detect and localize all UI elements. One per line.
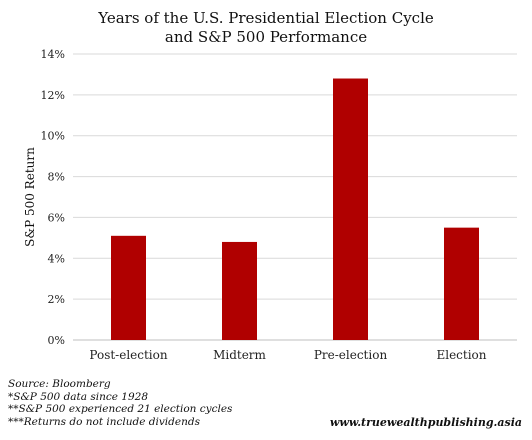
bar-midterm [222,241,257,340]
chart-title-line-1: Years of the U.S. Presidential Election … [98,9,434,27]
x-category-label: Pre-election [314,348,388,362]
footnote-source: Source: Bloomberg [8,378,111,390]
y-tick-label: 14% [41,48,65,61]
y-tick-label: 6% [48,211,65,224]
y-tick-label: 2% [48,293,65,306]
bar-pre-election [333,78,368,340]
gridlines [73,53,517,341]
y-tick-label: 10% [41,130,65,143]
footnote-election-cycles: **S&P 500 experienced 21 election cycles [8,403,233,415]
y-tick-label: 0% [48,334,65,347]
x-axis-categories: Post-election Midterm Pre-election Election [89,348,486,362]
footnote-data-since: *S&P 500 data since 1928 [8,390,149,403]
bars [111,78,479,340]
chart-title-line-2: and S&P 500 Performance [164,28,368,46]
y-axis-ticks: 0% 2% 4% 6% 8% 10% 12% 14% [41,48,65,347]
bar-election [444,227,479,340]
y-tick-label: 12% [41,89,65,102]
x-category-label: Election [436,348,486,362]
x-category-label: Midterm [213,348,266,362]
footnotes: Source: Bloomberg *S&P 500 data since 19… [8,378,232,428]
y-tick-label: 4% [48,252,65,265]
y-tick-label: 8% [48,171,65,184]
footnote-dividends: ***Returns do not include dividends [8,415,200,428]
x-category-label: Post-election [89,348,167,362]
website-credit: www.truewealthpublishing.asia [329,416,522,429]
chart-title: Years of the U.S. Presidential Election … [0,9,532,47]
y-axis-title: S&P 500 Return [23,147,37,247]
bar-post-election [111,235,146,340]
